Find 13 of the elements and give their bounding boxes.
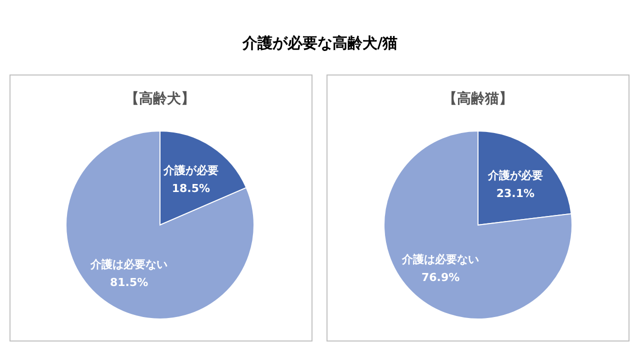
chart-subtitle: 【高齢犬】 — [125, 90, 195, 107]
slice-label: 介護は必要ない — [401, 253, 480, 266]
pie-slice — [66, 130, 254, 320]
data-label: 18.5% — [172, 182, 210, 195]
slice-label: 介護は必要ない — [90, 258, 168, 272]
slice-label: 介護が必要 — [162, 164, 218, 177]
chart-title: 【高齢猫】 — [443, 90, 513, 107]
text: 介護が必要な高齢犬/猫 — [241, 34, 398, 52]
data-label: 23.1% — [496, 186, 535, 200]
data-label: 76.9% — [421, 271, 460, 284]
data-label: 81.5% — [110, 276, 148, 290]
slice-label: 介護が必要 — [486, 168, 543, 182]
pie-slice — [384, 130, 572, 320]
